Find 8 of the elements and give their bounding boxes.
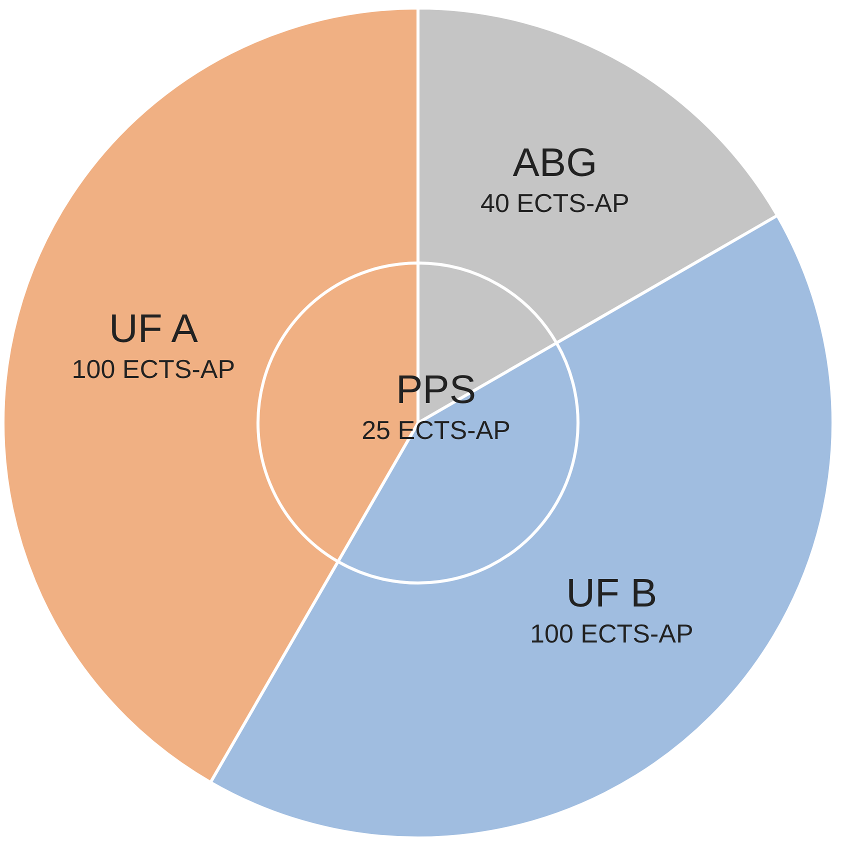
data-label: 100 ECTS-AP <box>530 618 694 649</box>
slice-label: UF A <box>108 307 198 352</box>
slice-label: ABG <box>512 140 598 185</box>
data-label: 40 ECTS-AP <box>480 188 630 218</box>
data-label: 100 ECTS-AP <box>72 354 236 384</box>
slice-label: UF B <box>566 572 658 616</box>
text: 25 ECTS-AP <box>362 415 510 445</box>
text: PPS <box>396 368 476 412</box>
